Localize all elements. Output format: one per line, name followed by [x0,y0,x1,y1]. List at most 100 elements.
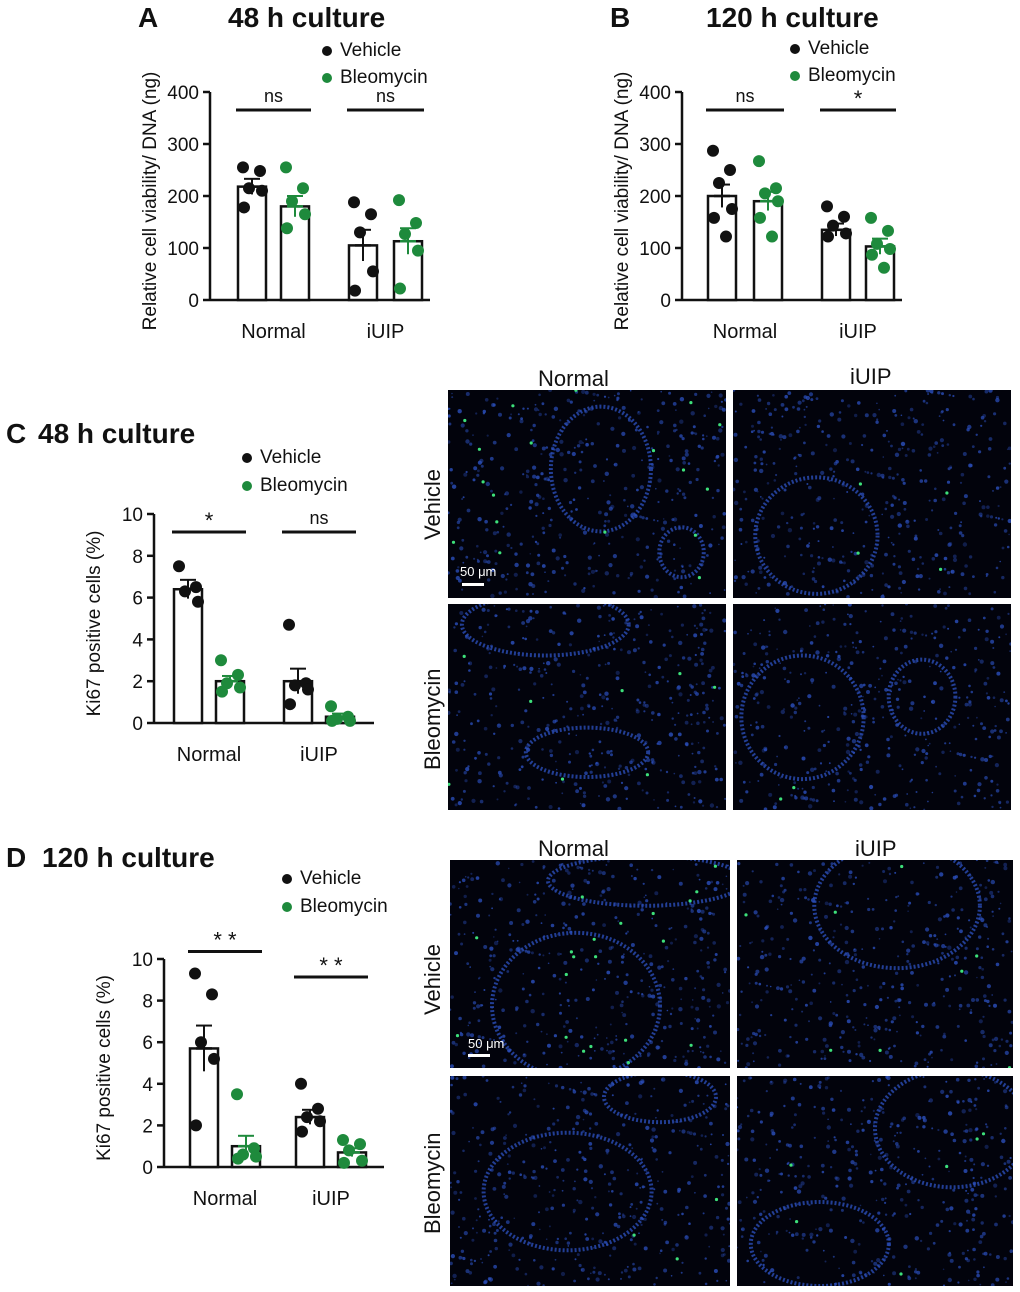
nucleus [607,959,612,964]
nucleus [942,1034,947,1039]
nucleus [580,948,584,952]
nucleus [982,1231,986,1236]
nucleus [837,969,842,974]
nucleus [1006,545,1010,549]
data-point [325,700,337,713]
nucleus [574,1042,579,1048]
nucleus [568,500,573,505]
nucleus [864,743,869,748]
nucleus [617,806,622,810]
nucleus [921,748,926,754]
nucleus [551,631,556,635]
nucleus [744,497,748,501]
nucleus [958,752,963,757]
nucleus [708,1245,711,1248]
nucleus [836,656,842,662]
nucleus [584,771,588,775]
nucleus [754,1172,759,1177]
nucleus [529,671,532,674]
nucleus [612,632,616,635]
nucleus [783,1018,787,1022]
nucleus [758,982,762,986]
nucleus [919,479,924,483]
nucleus [982,1034,986,1039]
nucleus [657,457,660,461]
nucleus [976,1194,979,1197]
nucleus [850,550,853,553]
nucleus [533,407,539,412]
nucleus [463,1231,468,1236]
nucleus [845,749,851,755]
legend-vehicle: Vehicle [790,38,869,60]
nucleus [673,517,678,522]
data-point [707,144,719,157]
nucleus [878,678,880,681]
nucleus [470,1258,473,1262]
nucleus [478,1042,481,1045]
nucleus [695,1006,700,1011]
nucleus [749,1108,754,1113]
nucleus [542,662,545,665]
nucleus [596,570,598,572]
nucleus [928,1052,932,1056]
nucleus [905,519,910,524]
nucleus [803,415,806,419]
nucleus [580,1035,584,1039]
nucleus [450,1064,454,1068]
nucleus [702,1051,705,1054]
column-label-normal: Normal [538,836,609,861]
nucleus [917,1150,920,1153]
vessel-wall [657,525,706,580]
nucleus [953,789,957,793]
nucleus [787,1174,790,1177]
nucleus [477,1160,480,1163]
nucleus [670,941,673,945]
nucleus [875,1199,878,1202]
nucleus [703,1035,706,1039]
nucleus [996,735,1001,740]
nucleus [987,475,991,479]
nucleus [1001,575,1005,580]
nucleus [995,1063,998,1065]
nucleus [539,1228,541,1231]
nucleus [742,652,746,655]
vessel-wall [490,930,662,1068]
nucleus [621,535,624,539]
nucleus [538,1185,541,1187]
nucleus [502,1034,506,1038]
nucleus [770,1129,775,1133]
nucleus [916,1125,919,1129]
nucleus [515,1006,519,1010]
nucleus [671,518,675,522]
nucleus [623,498,626,502]
nucleus [722,723,726,727]
nucleus [522,1160,526,1164]
nucleus [851,1273,856,1278]
nucleus [593,1037,596,1040]
nucleus [620,960,624,964]
nucleus [861,443,864,447]
nucleus [784,407,789,412]
nucleus [636,868,639,871]
nucleus [785,1229,788,1232]
tissue-texture [737,1076,1013,1286]
nucleus [716,1004,721,1009]
micrograph-d-iuip-vehicle [737,860,1013,1068]
nucleus [676,686,681,691]
nucleus [881,513,883,516]
nucleus [848,874,853,879]
nucleus [894,871,897,874]
nucleus [694,513,698,517]
nucleus [491,403,496,407]
nucleus [829,1001,832,1003]
nucleus [868,1170,873,1175]
nucleus [715,881,720,885]
nucleus [549,605,552,609]
nucleus [577,1054,580,1057]
nucleus [615,670,620,675]
nucleus [818,901,821,903]
nucleus [648,673,651,677]
nucleus [788,1231,791,1234]
nucleus [943,567,947,571]
nucleus [820,1163,825,1168]
